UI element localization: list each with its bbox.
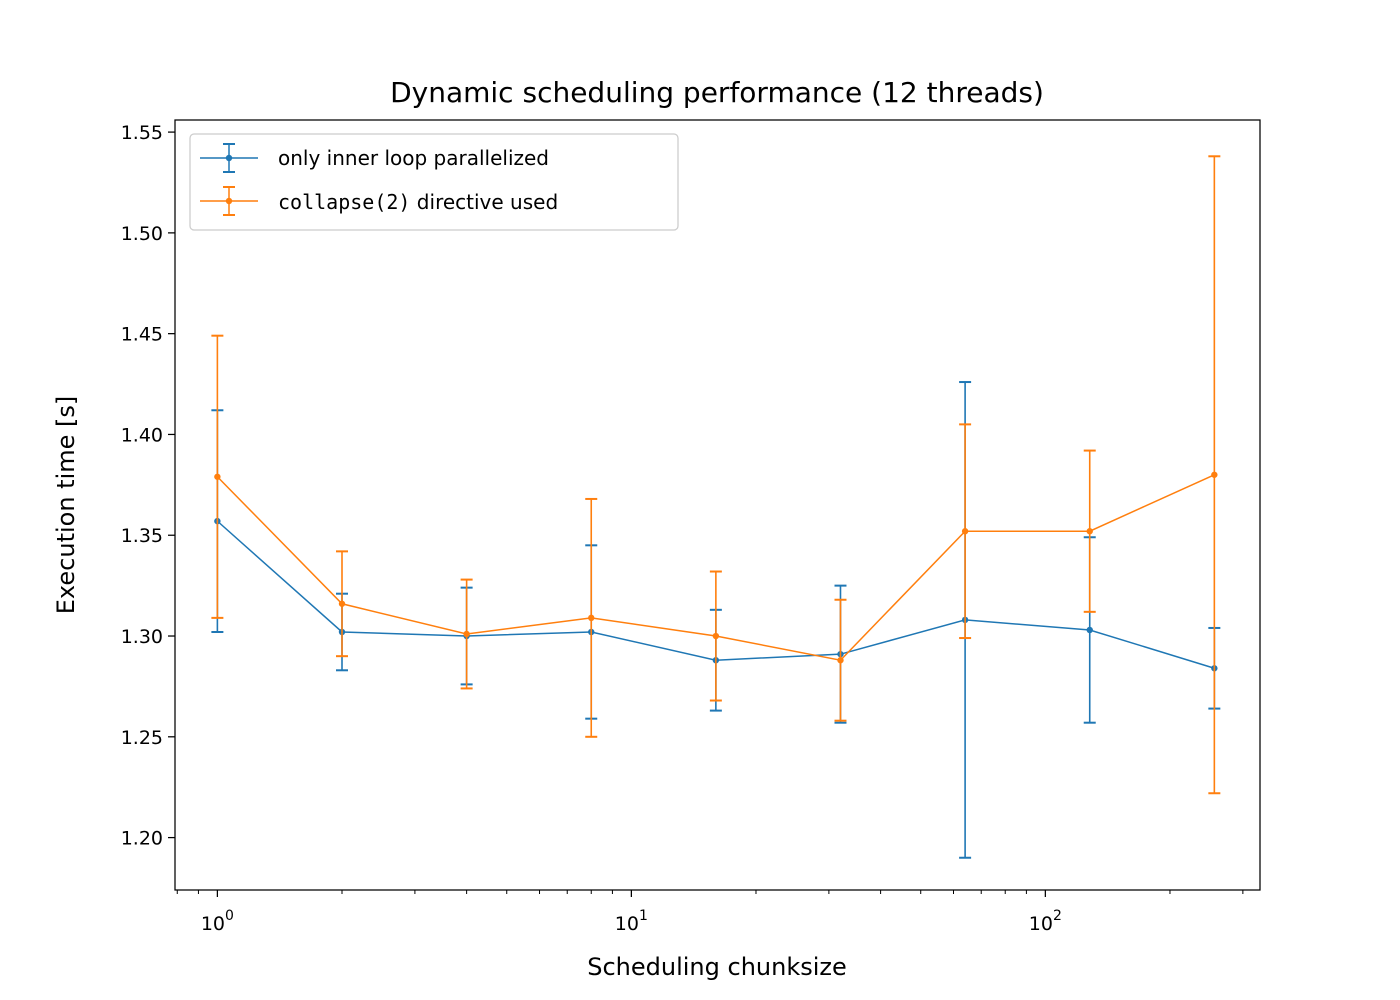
- data-point: [1086, 626, 1093, 634]
- legend-swatch-series-1: [200, 143, 258, 173]
- legend-code-text: collapse(2): [278, 190, 410, 214]
- x-tick-label: 102: [1029, 908, 1062, 935]
- series-2: [211, 155, 1221, 795]
- data-point: [712, 632, 720, 640]
- y-tick-label: 1.35: [121, 525, 163, 547]
- y-axis-label: Execution time [s]: [52, 396, 80, 614]
- y-tick-label: 1.25: [121, 727, 163, 749]
- x-tick-label: 100: [201, 908, 234, 935]
- legend: only inner loop parallelized collapse(2)…: [189, 133, 679, 231]
- y-tick-label: 1.55: [121, 122, 163, 144]
- legend-rest-text: directive used: [410, 190, 558, 214]
- data-marks: [211, 155, 1221, 859]
- y-tick-label: 1.45: [121, 324, 163, 346]
- legend-label-series-2: collapse(2) directive used: [278, 190, 558, 214]
- plot-area: [175, 120, 1260, 890]
- data-point: [338, 600, 346, 607]
- y-tick-label: 1.30: [121, 626, 163, 648]
- data-point: [1211, 471, 1218, 478]
- x-tick-label: 101: [615, 908, 648, 935]
- plot-frame: [174, 119, 1261, 891]
- data-point: [961, 528, 969, 535]
- legend-label-series-1: only inner loop parallelized: [278, 146, 549, 170]
- data-point: [214, 473, 221, 480]
- legend-box: [189, 133, 679, 231]
- data-point: [463, 630, 470, 638]
- data-point: [1086, 528, 1093, 535]
- chart-title: Dynamic scheduling performance (12 threa…: [390, 76, 1044, 109]
- data-point: [588, 614, 595, 622]
- data-point: [837, 657, 844, 664]
- legend-swatch-series-2: [200, 186, 258, 216]
- y-tick-label: 1.20: [121, 828, 163, 850]
- y-tick-label: 1.40: [121, 424, 163, 446]
- y-tick-label: 1.50: [121, 223, 163, 245]
- x-axis: 100 101 102: [176, 890, 1244, 935]
- y-axis: 1.20 1.25 1.30 1.35 1.40 1.45 1.50 1.55: [121, 122, 175, 850]
- x-axis-label: Scheduling chunksize: [587, 953, 847, 981]
